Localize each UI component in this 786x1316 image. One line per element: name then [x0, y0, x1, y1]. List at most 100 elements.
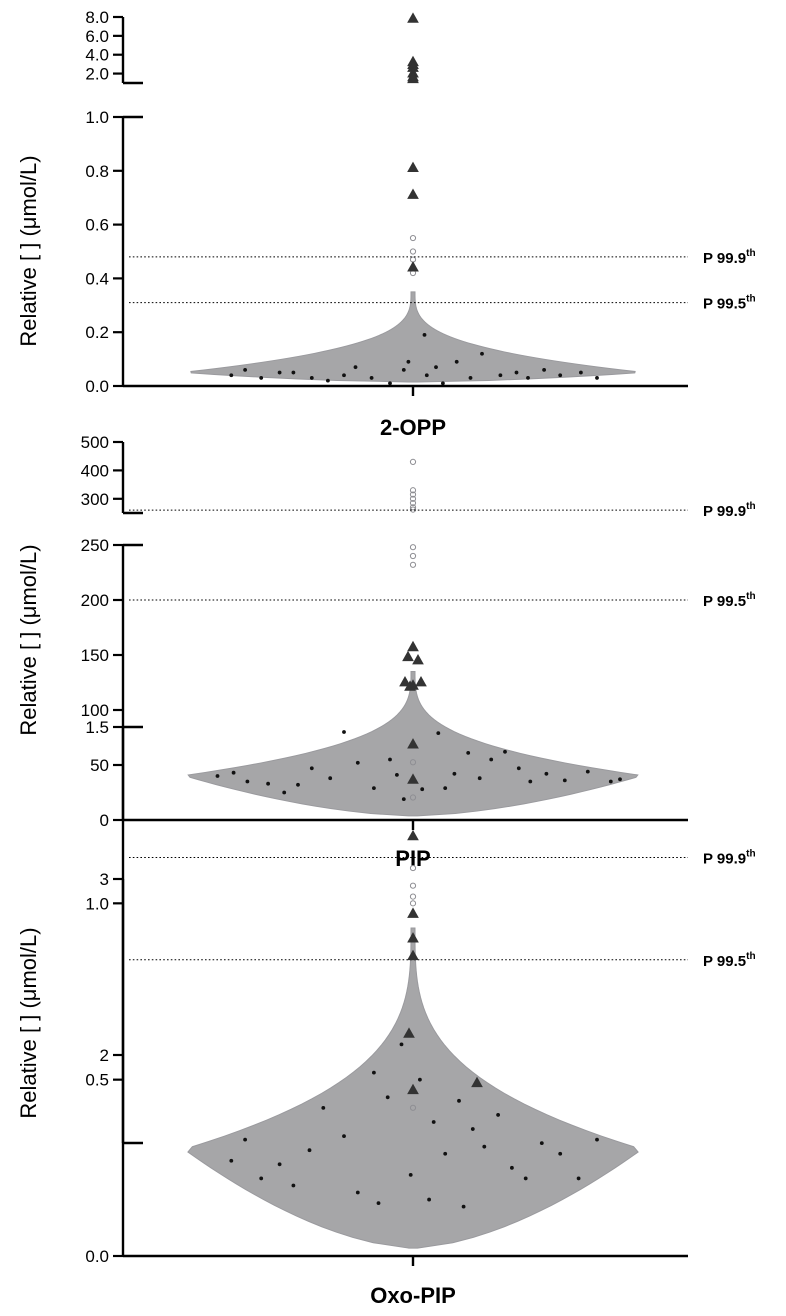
y-axis-label: Relative [ ] (μmol/L) — [16, 927, 41, 1118]
data-point — [282, 790, 287, 795]
highlight-triangle — [471, 1076, 483, 1088]
highlight-triangle — [407, 932, 419, 943]
data-point — [296, 782, 300, 787]
y-tick-label: 0.5 — [85, 1071, 109, 1090]
percentile-label: P 99.9th — [703, 848, 756, 867]
y-tick-label: 0 — [100, 811, 109, 830]
highlight-triangle — [407, 72, 419, 84]
data-point — [431, 1120, 436, 1124]
y-tick-label: 2.0 — [85, 65, 109, 84]
percentile-label: P 99.5th — [703, 951, 756, 970]
x-axis-label: PIP — [395, 846, 430, 871]
outlier-circle — [409, 234, 417, 242]
panel-oxo-pip: P 99.9th P 99.5th 0.0 0.5 1.0 1.5 2 3 Relative [… — [16, 718, 756, 1308]
y-axis-label: Relative [ ] (μmol/L) — [16, 155, 41, 346]
data-point — [408, 1172, 413, 1177]
highlight-triangle — [404, 680, 416, 691]
data-point — [422, 332, 427, 337]
data-point — [514, 370, 519, 375]
data-point — [277, 1162, 282, 1167]
y-tick-label: 0.6 — [85, 216, 109, 235]
highlight-triangle — [407, 738, 419, 749]
data-point — [376, 1201, 381, 1205]
data-point — [326, 378, 330, 383]
y-tick-label: 1.0 — [85, 894, 109, 913]
data-point — [342, 1134, 346, 1138]
data-point — [503, 749, 507, 754]
y-tick-label: 0.2 — [85, 323, 109, 342]
data-point — [498, 373, 503, 378]
data-point — [585, 769, 590, 774]
data-point — [321, 1105, 326, 1110]
y-tick-label: 2 — [100, 1046, 109, 1065]
data-point — [291, 1183, 296, 1188]
data-point — [558, 1151, 563, 1156]
data-point — [427, 1197, 431, 1202]
data-point — [443, 1151, 448, 1156]
y-tick-label: 50 — [90, 756, 109, 775]
outlier-circle — [409, 561, 417, 568]
outlier-circle — [409, 506, 417, 513]
outlier-circle — [409, 504, 417, 511]
data-point — [434, 365, 438, 370]
highlight-triangle — [407, 829, 419, 841]
y-tick-label: 4.0 — [85, 46, 109, 65]
percentile-label: P 99.9th — [703, 248, 756, 267]
data-point — [562, 778, 567, 783]
data-point — [443, 786, 448, 790]
highlight-triangle — [399, 676, 411, 687]
data-point — [355, 1190, 360, 1195]
data-point — [372, 1070, 376, 1075]
data-point — [385, 1095, 390, 1100]
data-point — [342, 730, 346, 734]
highlight-triangle — [407, 773, 419, 784]
y-tick-label: 150 — [81, 646, 109, 665]
y-axis-label: Relative [ ] (μmol/L) — [16, 544, 41, 735]
data-point — [388, 381, 392, 386]
x-axis-label: Oxo-PIP — [370, 1283, 456, 1308]
data-point — [420, 787, 425, 792]
data-point — [510, 1165, 514, 1170]
data-point — [544, 771, 549, 776]
y-tick-label: 1.5 — [85, 718, 109, 737]
data-point — [277, 370, 282, 375]
data-point — [542, 367, 546, 372]
data-point — [468, 376, 473, 380]
data-point — [466, 751, 471, 755]
highlight-triangle — [412, 654, 424, 665]
y-tick-label: 6.0 — [85, 27, 109, 46]
data-point — [328, 776, 333, 781]
highlight-triangle — [407, 188, 419, 199]
data-point — [454, 359, 459, 364]
data-point — [229, 1158, 234, 1163]
panel-2-opp: P 99.9th P 99.5th 0.0 0.2 0.4 0.6 0.8 1.0 2.04.0… — [16, 8, 756, 440]
outlier-circle — [409, 552, 417, 560]
data-point — [372, 786, 376, 790]
y-tick-label: 500 — [81, 433, 109, 452]
data-point — [558, 373, 563, 378]
data-point — [266, 781, 270, 786]
data-point — [618, 777, 622, 782]
data-point — [243, 1137, 248, 1142]
data-point — [418, 1077, 422, 1082]
data-point — [424, 373, 429, 378]
outlier-circle — [409, 458, 417, 465]
data-point — [401, 797, 406, 801]
data-point — [452, 771, 457, 776]
data-point — [309, 376, 314, 380]
data-point — [539, 1141, 544, 1146]
data-point — [523, 1176, 528, 1181]
data-point — [496, 1113, 500, 1117]
y-tick-label: 0.0 — [85, 1247, 109, 1266]
highlight-triangle — [402, 650, 414, 662]
highlight-triangle — [407, 907, 419, 918]
highlight-triangle — [407, 261, 419, 272]
highlight-triangle — [415, 676, 427, 687]
data-point — [395, 773, 399, 777]
data-point — [259, 1176, 264, 1181]
y-tick-label: 0.0 — [85, 377, 109, 396]
outlier-circle — [409, 1104, 417, 1111]
outlier-circle — [409, 491, 417, 498]
highlight-triangle — [407, 61, 419, 72]
highlight-triangle — [407, 1083, 419, 1095]
